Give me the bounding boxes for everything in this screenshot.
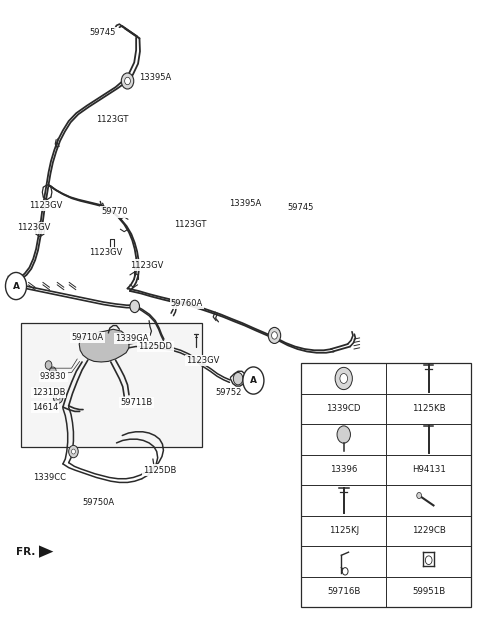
Circle shape	[72, 449, 75, 454]
Text: 1123GV: 1123GV	[29, 201, 63, 210]
Text: 59745: 59745	[89, 28, 116, 37]
Circle shape	[130, 300, 140, 313]
Text: 1123GV: 1123GV	[17, 223, 51, 233]
Text: 59711B: 59711B	[120, 397, 153, 407]
Text: 1125KJ: 1125KJ	[329, 526, 359, 535]
Polygon shape	[79, 329, 129, 362]
Circle shape	[243, 367, 264, 394]
Circle shape	[49, 367, 56, 376]
Bar	[21, 323, 202, 447]
Circle shape	[425, 556, 432, 565]
Text: 1123GT: 1123GT	[96, 115, 129, 124]
Text: 59760A: 59760A	[170, 299, 203, 308]
Circle shape	[121, 73, 134, 89]
Text: 59710A: 59710A	[72, 333, 104, 342]
Text: 59750A: 59750A	[82, 498, 114, 507]
Text: 14614: 14614	[32, 402, 58, 412]
Text: A: A	[12, 282, 20, 290]
Circle shape	[417, 493, 421, 499]
Text: 59770: 59770	[101, 207, 128, 217]
Text: 1125KB: 1125KB	[412, 404, 445, 413]
Circle shape	[125, 77, 131, 85]
Text: 59716B: 59716B	[327, 587, 360, 597]
Text: 1339CC: 1339CC	[33, 473, 66, 482]
Text: 1123GT: 1123GT	[174, 220, 206, 229]
Circle shape	[335, 367, 352, 389]
Text: 13395A: 13395A	[140, 73, 172, 82]
Circle shape	[56, 395, 60, 400]
Circle shape	[45, 361, 52, 370]
Text: 1123GV: 1123GV	[89, 248, 122, 257]
Circle shape	[337, 426, 350, 443]
Text: 59752: 59752	[215, 388, 241, 397]
Text: 1123GV: 1123GV	[186, 356, 220, 365]
Circle shape	[69, 446, 78, 457]
Text: 59745: 59745	[288, 203, 314, 212]
Circle shape	[233, 373, 243, 385]
Text: 1123GV: 1123GV	[130, 261, 163, 269]
Text: 1231DB: 1231DB	[32, 388, 65, 397]
Circle shape	[340, 373, 348, 383]
Circle shape	[268, 327, 281, 344]
Circle shape	[272, 332, 277, 339]
Text: FR.: FR.	[16, 547, 36, 556]
Text: H94131: H94131	[412, 465, 445, 474]
Text: 1339CD: 1339CD	[326, 404, 361, 413]
Text: 93830: 93830	[40, 371, 67, 381]
Text: 13396: 13396	[330, 465, 358, 474]
Text: 13395A: 13395A	[229, 199, 262, 208]
Text: A: A	[250, 376, 257, 385]
Text: 59951B: 59951B	[412, 587, 445, 597]
Text: 1339GA: 1339GA	[116, 334, 149, 343]
Circle shape	[53, 391, 63, 404]
Circle shape	[5, 272, 26, 300]
Text: 1125DB: 1125DB	[144, 465, 177, 475]
Text: 1229CB: 1229CB	[412, 526, 445, 535]
Text: 1125DD: 1125DD	[139, 342, 172, 351]
Polygon shape	[39, 545, 53, 558]
Bar	[301, 363, 471, 607]
Circle shape	[342, 568, 348, 575]
